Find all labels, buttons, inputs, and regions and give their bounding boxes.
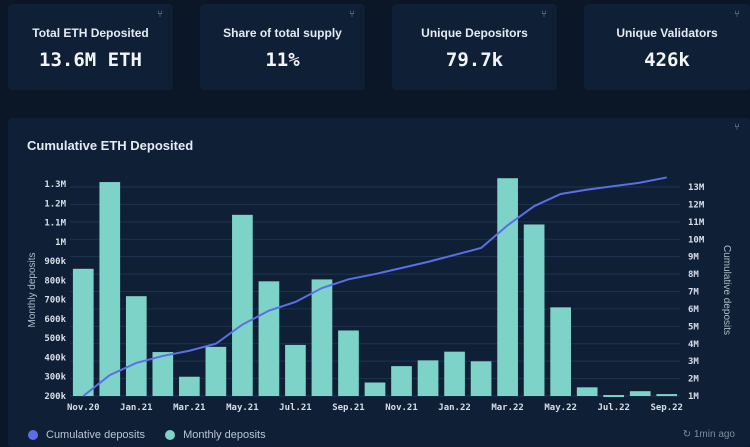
bar xyxy=(417,360,439,396)
bar xyxy=(444,351,465,396)
x-tick-label: Jul.21 xyxy=(279,403,312,413)
y-left-tick-label: 600k xyxy=(44,315,66,325)
bar xyxy=(205,346,227,396)
chart-title: Cumulative ETH Deposited xyxy=(27,138,194,153)
x-tick-label: Sep.22 xyxy=(650,403,683,413)
stat-value: 13.6M ETH xyxy=(39,49,142,71)
y-right-tick-label: 1M xyxy=(688,392,699,402)
x-tick-label: Sep.21 xyxy=(332,403,365,413)
stat-label: Total ETH Deposited xyxy=(32,26,149,40)
y-left-tick-label: 200k xyxy=(44,392,66,402)
bar xyxy=(232,214,253,396)
filter-icon[interactable]: ⑂ xyxy=(349,9,355,20)
y-right-tick-label: 11M xyxy=(688,218,705,228)
refresh-icon[interactable]: ↻ xyxy=(682,429,692,440)
stat-card-unique-depositors: ⑂ Unique Depositors 79.7k xyxy=(392,4,557,90)
y-right-tick-label: 8M xyxy=(688,270,699,280)
stat-card-share-supply: ⑂ Share of total supply 11% xyxy=(200,4,365,90)
y-left-tick-label: 1.2M xyxy=(44,199,66,209)
y-right-tick-label: 6M xyxy=(688,305,699,315)
bar xyxy=(470,361,492,396)
x-tick-label: Nov.20 xyxy=(67,403,100,413)
filter-icon[interactable]: ⑂ xyxy=(157,9,163,20)
bar xyxy=(550,307,571,396)
bar xyxy=(497,178,518,396)
x-tick-label: Jul.22 xyxy=(597,403,630,413)
y-right-tick-label: 3M xyxy=(688,357,699,367)
y-right-tick-label: 4M xyxy=(688,340,699,350)
x-tick-label: May.21 xyxy=(226,403,259,413)
stat-label: Unique Depositors xyxy=(421,26,528,40)
y-left-tick-label: 1M xyxy=(55,238,66,248)
bar xyxy=(99,182,121,396)
y-right-tick-label: 5M xyxy=(688,322,699,332)
chart-panel: ⑂ Cumulative ETH Deposited 1M 2M 3M 4M 5M 6M 7… xyxy=(8,118,750,447)
bar xyxy=(179,376,200,396)
bar xyxy=(311,279,333,396)
bar xyxy=(603,395,625,398)
stat-card-total-eth: ⑂ Total ETH Deposited 13.6M ETH xyxy=(8,4,173,90)
y-left-axis-title: Monthly deposits xyxy=(27,252,38,327)
y-right-tick-label: 7M xyxy=(688,288,699,298)
bar xyxy=(285,344,306,396)
bar xyxy=(523,224,545,396)
y-left-tick-label: 700k xyxy=(44,296,66,306)
y-left-tick-label: 400k xyxy=(44,353,66,363)
y-left-tick-label: 300k xyxy=(44,373,66,383)
bar xyxy=(125,296,147,396)
bar xyxy=(152,352,174,396)
y-left-tick-label: 1.3M xyxy=(44,180,66,190)
last-updated-text: 1min ago xyxy=(693,429,735,440)
x-tick-label: Mar.22 xyxy=(491,403,524,413)
legend-swatch-monthly xyxy=(165,430,176,440)
stat-card-unique-validators: ⑂ Unique Validators 426k xyxy=(584,4,750,90)
legend-swatch-cumulative xyxy=(28,430,38,440)
stat-value: 11% xyxy=(265,49,300,71)
bar xyxy=(391,366,412,396)
bar xyxy=(629,391,651,396)
bar xyxy=(656,394,678,397)
bar xyxy=(258,281,280,396)
y-right-tick-label: 12M xyxy=(688,200,705,210)
cumulative-line xyxy=(82,176,667,397)
x-tick-label: Mar.21 xyxy=(173,403,206,413)
x-tick-label: Jan.21 xyxy=(120,403,153,413)
stat-label: Share of total supply xyxy=(223,26,342,40)
combo-chart: 1M 2M 3M 4M 5M 6M 7M 8M 9M 10M 11M 12M 13M 200k 300k 40… xyxy=(27,176,732,413)
y-left-tick-label: 800k xyxy=(44,276,66,286)
y-right-tick-label: 2M xyxy=(688,375,699,385)
filter-icon[interactable]: ⑂ xyxy=(734,122,740,133)
filter-icon[interactable]: ⑂ xyxy=(734,9,740,20)
y-right-tick-label: 9M xyxy=(688,253,699,263)
x-tick-label: Jan.22 xyxy=(438,403,471,413)
bar xyxy=(364,382,386,396)
bar xyxy=(576,387,598,396)
x-tick-label: May.22 xyxy=(544,403,577,413)
y-right-tick-label: 13M xyxy=(688,183,705,193)
y-left-tick-label: 1.1M xyxy=(44,219,66,229)
stat-value: 426k xyxy=(644,49,690,71)
y-right-tick-label: 10M xyxy=(688,235,705,245)
y-left-tick-label: 900k xyxy=(44,257,66,267)
x-tick-label: Nov.21 xyxy=(385,403,418,413)
y-right-axis-title: Cumulative deposits xyxy=(721,245,732,335)
legend-label-monthly[interactable]: Monthly deposits xyxy=(183,429,266,441)
chart-legend: Cumulative deposits Monthly deposits xyxy=(28,429,266,441)
stat-label: Unique Validators xyxy=(616,26,718,40)
stat-value: 79.7k xyxy=(445,49,504,71)
bar xyxy=(338,330,359,396)
filter-icon[interactable]: ⑂ xyxy=(541,9,547,20)
y-left-tick-label: 500k xyxy=(44,334,66,344)
bar xyxy=(72,268,94,396)
last-updated: ↻ 1min ago xyxy=(683,429,735,440)
legend-label-cumulative[interactable]: Cumulative deposits xyxy=(46,429,146,441)
